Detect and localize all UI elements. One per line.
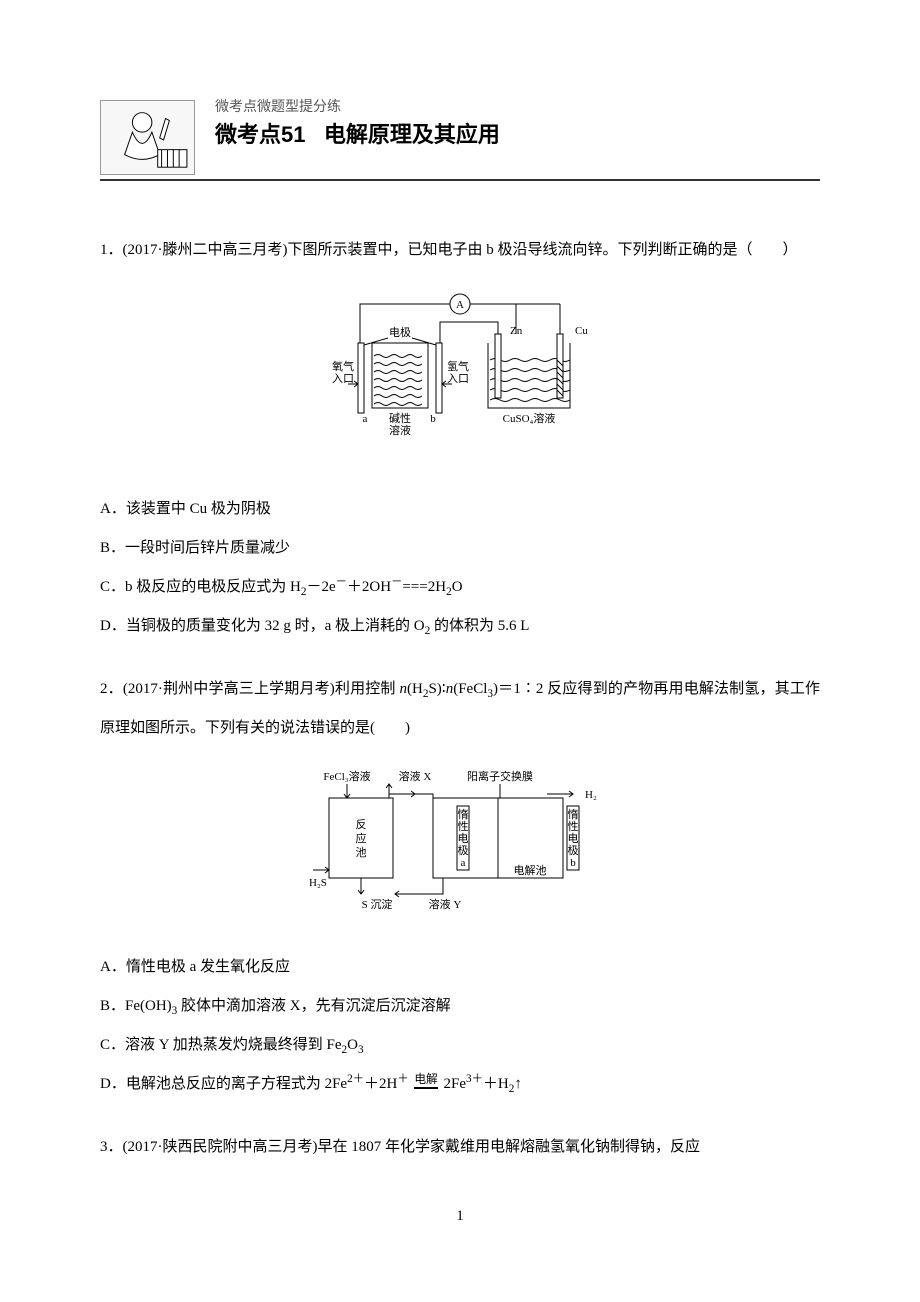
fig2-fecl3: FeCl₃溶液 <box>323 769 370 783</box>
q2-optD: D．电解池总反应的离子方程式为 2Fe2＋＋2H＋ 电解 2Fe3＋＋H2↑ <box>100 1065 820 1104</box>
fig1-o2-2: 入口 <box>332 373 354 385</box>
header-title-main: 电解原理及其应用 <box>324 122 500 147</box>
svg-text:性: 性 <box>568 819 579 833</box>
fig2-h2s: H₂S <box>309 877 327 889</box>
fig1-h2-2: 入口 <box>447 373 469 385</box>
fig1-zn: Zn <box>510 325 523 337</box>
svg-text:性: 性 <box>458 819 469 833</box>
q2-optA: A．惰性电极 a 发生氧化反应 <box>100 948 820 987</box>
fig2-rxn1: 反 <box>356 818 367 831</box>
q1-stem: 1．(2017·滕州二中高三月考)下图所示装置中，已知电子由 b 极沿导线流向锌… <box>100 231 820 270</box>
svg-text:惰: 惰 <box>458 807 469 821</box>
header-title-prefix: 微考点51 <box>215 122 305 147</box>
svg-text:b: b <box>570 857 576 869</box>
q1-figure: A 电极 <box>100 288 820 468</box>
fig1-cu: Cu <box>575 325 588 337</box>
reaction-arrow: 电解 <box>412 1074 439 1095</box>
svg-text:a: a <box>461 857 466 869</box>
fig2-eleccell: 电解池 <box>514 863 547 877</box>
fig1-cuso4: CuSO₄溶液 <box>503 411 556 425</box>
q1-optB: B．一段时间后锌片质量减少 <box>100 529 820 568</box>
fig2-sprecip: S 沉淀 <box>362 897 393 911</box>
question-3: 3．(2017·陕西民院附中高三月考)早在 1807 年化学家戴维用电解熔融氢氧… <box>100 1128 820 1167</box>
q1-optC: C．b 极反应的电极反应式为 H2－2e－＋2OH－===2H2O <box>100 568 820 607</box>
q2-stem: 2．(2017·荆州中学高三上学期月考)利用控制 n(H2S)∶n(FeCl3)… <box>100 670 820 748</box>
question-2: 2．(2017·荆州中学高三上学期月考)利用控制 n(H2S)∶n(FeCl3)… <box>100 670 820 1104</box>
fig1-h2-1: 氢气 <box>447 359 469 373</box>
svg-text:极: 极 <box>458 843 469 857</box>
header-superscript: 微考点微题型提分练 <box>215 100 820 117</box>
fig2-rxn3: 池 <box>356 846 367 859</box>
page-number: 1 <box>100 1197 820 1236</box>
fig1-ammeter: A <box>456 299 464 311</box>
fig2-h2: H₂ <box>585 789 597 801</box>
fig2-solx: 溶液 X <box>399 769 432 783</box>
fig1-electrode-label: 电极 <box>389 325 411 339</box>
fig2-soly: 溶液 Y <box>429 897 462 911</box>
q3-stem: 3．(2017·陕西民院附中高三月考)早在 1807 年化学家戴维用电解熔融氢氧… <box>100 1128 820 1167</box>
q2-figure: FeCl₃溶液 溶液 X 阳离子交换膜 H₂ 反 应 池 惰 <box>100 766 820 926</box>
header-illustration <box>100 100 195 175</box>
header-text: 微考点微题型提分练 微考点51 电解原理及其应用 <box>215 100 820 151</box>
svg-text:极: 极 <box>568 843 579 857</box>
svg-text:电: 电 <box>568 832 579 845</box>
fig2-membrane: 阳离子交换膜 <box>467 769 533 783</box>
fig1-a: a <box>363 413 368 425</box>
header-title: 微考点51 电解原理及其应用 <box>215 120 820 151</box>
fig1-alk1: 碱性 <box>389 411 411 425</box>
q1-optA: A．该装置中 Cu 极为阴极 <box>100 490 820 529</box>
fig1-b: b <box>430 413 436 425</box>
question-1: 1．(2017·滕州二中高三月考)下图所示装置中，已知电子由 b 极沿导线流向锌… <box>100 231 820 646</box>
fig1-o2-1: 氧气 <box>332 359 354 373</box>
fig2-rxn2: 应 <box>356 831 367 845</box>
fig1-alk2: 溶液 <box>389 423 411 437</box>
q2-optC: C．溶液 Y 加热蒸发灼烧最终得到 Fe2O3 <box>100 1026 820 1065</box>
svg-text:电: 电 <box>458 832 469 845</box>
svg-text:惰: 惰 <box>568 807 579 821</box>
q1-optD: D．当铜极的质量变化为 32 g 时，a 极上消耗的 O2 的体积为 5.6 L <box>100 607 820 646</box>
q2-optB: B．Fe(OH)3 胶体中滴加溶液 X，先有沉淀后沉淀溶解 <box>100 987 820 1026</box>
header-block: 微考点微题型提分练 微考点51 电解原理及其应用 <box>100 100 820 181</box>
